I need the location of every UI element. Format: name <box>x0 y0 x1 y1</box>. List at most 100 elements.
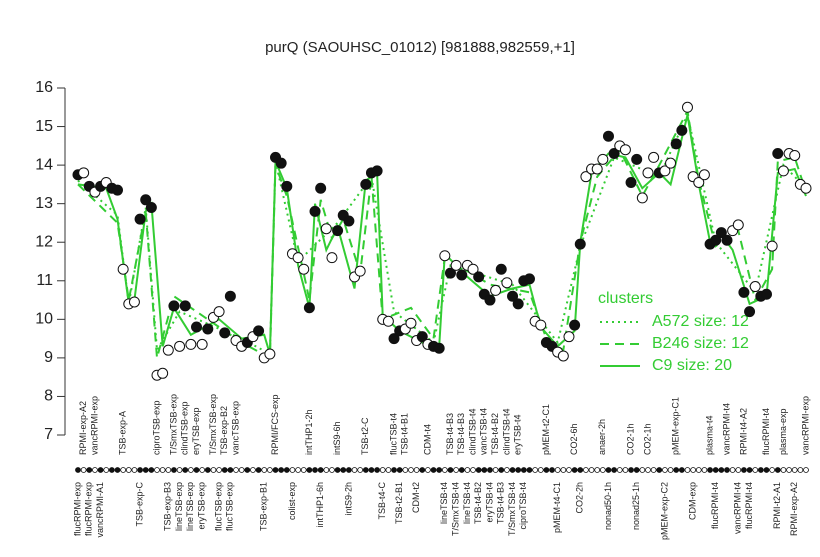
data-point <box>202 323 214 335</box>
rug-marker <box>159 467 166 473</box>
rug-marker <box>741 467 747 473</box>
x-tick-label: CDM-exp <box>688 482 698 520</box>
rug-marker <box>345 467 352 473</box>
data-point <box>275 157 287 169</box>
x-tick-label: TSB-t4-B2 <box>473 482 483 524</box>
data-point <box>665 157 677 169</box>
x-tick-label: clindTSB-exp <box>180 401 190 455</box>
data-point <box>281 180 293 192</box>
rug-marker <box>283 467 290 473</box>
data-point <box>563 331 575 343</box>
rug-marker <box>306 467 313 473</box>
x-tick-label: CO2-6h <box>569 423 579 455</box>
rug-marker <box>300 467 307 473</box>
rug-marker <box>210 467 217 473</box>
rug-marker <box>131 467 138 473</box>
data-point <box>315 182 327 194</box>
data-point <box>78 167 90 179</box>
rug-marker <box>712 467 719 473</box>
rug-marker <box>724 467 730 473</box>
x-tick-label: CO2-1h <box>642 423 652 455</box>
x-tick-label: nonad25-1h <box>631 482 641 530</box>
rug-marker <box>695 467 702 473</box>
rug-marker <box>86 467 93 473</box>
x-tick-label: TSB-exp-B2 <box>219 406 229 455</box>
rug-marker <box>221 467 228 473</box>
rug-marker <box>385 467 392 473</box>
x-tick-label: vancRPMI-t4 <box>733 482 743 534</box>
rug-marker <box>75 467 81 473</box>
rug-marker <box>599 467 606 473</box>
data-point <box>602 130 614 142</box>
y-tick-label: 15 <box>35 118 53 135</box>
x-tick-label: eryTSB-exp <box>197 482 207 530</box>
rug-marker <box>199 467 206 473</box>
x-tick-label: nonad50-1h <box>603 482 613 530</box>
y-tick-label: 7 <box>44 426 53 443</box>
data-point <box>501 277 513 289</box>
rug-marker <box>114 467 121 473</box>
rug-marker <box>515 467 522 473</box>
data-point <box>789 149 801 161</box>
data-point <box>681 101 693 113</box>
rug-marker <box>769 467 776 473</box>
rug-marker <box>368 467 375 473</box>
data-point <box>145 202 157 214</box>
rug-marker <box>498 467 505 473</box>
x-tick-label: lineTSB-t4 <box>439 482 449 524</box>
data-point <box>450 259 462 271</box>
data-point <box>608 148 620 160</box>
rug-marker <box>227 467 234 473</box>
x-tick-label: RPMI-exp-A2 <box>78 401 88 455</box>
data-point <box>264 348 276 360</box>
rug-marker <box>289 467 296 473</box>
rug-marker <box>458 467 465 473</box>
data-point <box>535 319 547 331</box>
data-point <box>326 252 338 264</box>
x-tick-label: TSB-t4-B3 <box>496 482 506 524</box>
data-point <box>744 306 756 318</box>
x-tick-label: ciproTSB-t4 <box>518 482 528 530</box>
x-tick-label: clindTSB-t4 <box>467 408 477 455</box>
data-point <box>405 317 417 329</box>
data-point <box>507 290 519 302</box>
x-tick-label: T/SmxTSB-exp <box>208 394 218 455</box>
rug-marker <box>797 467 804 473</box>
rug-marker <box>628 467 634 473</box>
x-tick-label: intTHP1-2h <box>304 409 314 455</box>
rug-marker <box>718 467 725 473</box>
data-point <box>473 271 485 283</box>
x-tick-label: flucTSB-exp <box>213 482 223 531</box>
data-point <box>659 165 671 177</box>
rug-marker <box>340 467 347 473</box>
x-tick-label: T/SmxTSB-exp <box>168 394 178 455</box>
x-tick-label: vancRPMI-A1 <box>95 482 105 538</box>
rug-marker <box>323 467 330 473</box>
x-tick-label: CDM-t4 <box>422 424 432 455</box>
rug-marker <box>532 467 539 473</box>
rug-marker <box>481 467 488 473</box>
x-tick-label: intS9-6h <box>332 421 342 455</box>
data-point <box>676 124 688 136</box>
data-point <box>179 300 191 312</box>
y-tick-label: 14 <box>35 156 53 173</box>
rug-marker <box>351 467 358 473</box>
x-tick-label: eryTSB-exp <box>191 407 201 455</box>
data-point <box>710 234 722 246</box>
data-point <box>292 252 304 264</box>
x-tick-label: flucRPMI-t4 <box>744 482 754 529</box>
data-point <box>715 227 727 239</box>
rug-marker <box>571 467 578 473</box>
rug-marker <box>622 467 629 473</box>
rug-marker <box>650 467 657 473</box>
x-tick-label: pMEM-t2-C1 <box>541 404 551 455</box>
x-tick-label: vancRPMI-exp <box>89 396 99 455</box>
x-tick-label: pMEM-t4-C1 <box>552 482 562 533</box>
x-tick-label: flucTSB-exp <box>225 482 235 531</box>
data-point <box>168 300 180 312</box>
x-tick-label: plasma-t4 <box>704 415 714 455</box>
rug-marker <box>142 467 149 473</box>
rug-marker <box>729 467 736 473</box>
x-tick-label: vancTSB-exp <box>230 401 240 455</box>
rug-marker <box>137 467 143 473</box>
